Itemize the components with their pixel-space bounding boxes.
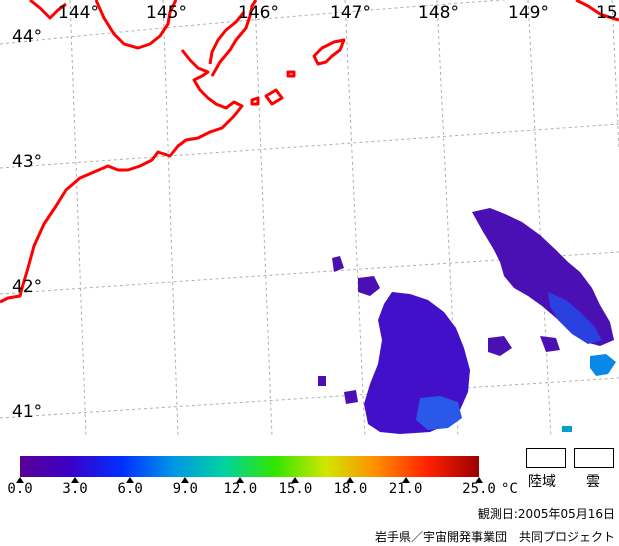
meridian-147: [344, 0, 366, 437]
colorbar-tick-label: 12.0: [223, 481, 258, 497]
sst-patch-small-b: [488, 336, 512, 356]
colorbar-tick-mark: [181, 477, 190, 483]
sst-patch-east-cyan: [590, 354, 616, 376]
coastline: [0, 0, 619, 304]
land-legend-swatch: [526, 448, 566, 468]
credit-line: 岩手県／宇宙開発事業団 共同プロジェクト: [374, 530, 615, 544]
lon-label-150: 15: [596, 3, 618, 23]
colorbar-tick-label: 9.0: [172, 481, 198, 497]
cloud-legend-label: 雲: [586, 474, 600, 490]
coastline-habomai-a: [264, 88, 284, 106]
colorbar-tick-label: 21.0: [388, 481, 423, 497]
colorbar-tick-mark: [346, 477, 355, 483]
meridian-148: [436, 0, 459, 437]
parallel-43: [0, 123, 619, 169]
lat-label-42: 42°: [12, 277, 43, 297]
lat-label-44: 44°: [12, 27, 43, 47]
sst-patch-small-f: [540, 336, 560, 352]
observation-date: 観測日:2005年05月16日: [477, 507, 615, 521]
coastline-hokkaido-east: [0, 49, 244, 304]
parallel-42: [0, 251, 619, 295]
lon-label-147: 147°: [330, 3, 371, 23]
map-canvas: [0, 0, 619, 437]
lon-label-146: 146°: [238, 3, 279, 23]
meridian-146: [254, 0, 273, 437]
cloud-legend-swatch: [574, 448, 614, 468]
coastline-habomai-c: [286, 70, 296, 78]
sst-patch-small-e: [344, 390, 358, 404]
meridian-144: [69, 0, 87, 437]
colorbar-tick-label: 3.0: [62, 481, 88, 497]
colorbar-tick-mark: [401, 477, 410, 483]
parallel-41: [0, 377, 619, 419]
coastline-kunashiri: [208, 0, 258, 77]
lon-label-144: 144°: [58, 3, 99, 23]
colorbar-tick-label: 25.0: [462, 481, 496, 497]
colorbar-tick-mark: [236, 477, 245, 483]
coastline-shikotan: [312, 38, 346, 66]
meridian-150: [611, 0, 619, 151]
sst-patch-small-g: [562, 426, 572, 432]
land-legend-label: 陸域: [528, 474, 556, 490]
colorbar-tick-label: 15.0: [278, 481, 313, 497]
colorbar-tick-label: 0.0: [7, 481, 33, 497]
coastline-etorofu-tip: [575, 0, 619, 22]
graticule: [0, 0, 619, 437]
coastline-habomai-b: [250, 96, 260, 106]
sst-patch-small-c: [332, 256, 344, 272]
colorbar-tick-mark: [71, 477, 80, 483]
colorbar-tick-mark: [126, 477, 135, 483]
colorbar-tick-label: 6.0: [117, 481, 143, 497]
lat-label-41: 41°: [12, 402, 43, 422]
sst-patch-south-warm: [416, 396, 462, 430]
sst-data: [318, 208, 616, 434]
temperature-colorbar: [20, 456, 479, 477]
lat-label-43: 43°: [12, 152, 43, 172]
meridian-149: [527, 0, 552, 437]
colorbar-unit: °C: [501, 481, 518, 497]
lon-label-145: 145°: [146, 3, 187, 23]
colorbar-tick-mark: [291, 477, 300, 483]
lon-label-149: 149°: [508, 3, 549, 23]
colorbar-tick-mark: [475, 477, 483, 483]
sst-patch-small-a: [358, 276, 380, 296]
colorbar-tick-mark: [16, 477, 24, 483]
sst-patch-small-d: [318, 376, 326, 386]
meridian-145: [162, 0, 179, 437]
coastline-hokkaido-north: [29, 0, 178, 50]
sst-map: 144° 145° 146° 147° 148° 149° 15 44° 43°…: [0, 0, 619, 437]
sst-patch-east-warm: [548, 292, 602, 344]
colorbar-tick-label: 18.0: [333, 481, 368, 497]
lon-label-148: 148°: [418, 3, 459, 23]
